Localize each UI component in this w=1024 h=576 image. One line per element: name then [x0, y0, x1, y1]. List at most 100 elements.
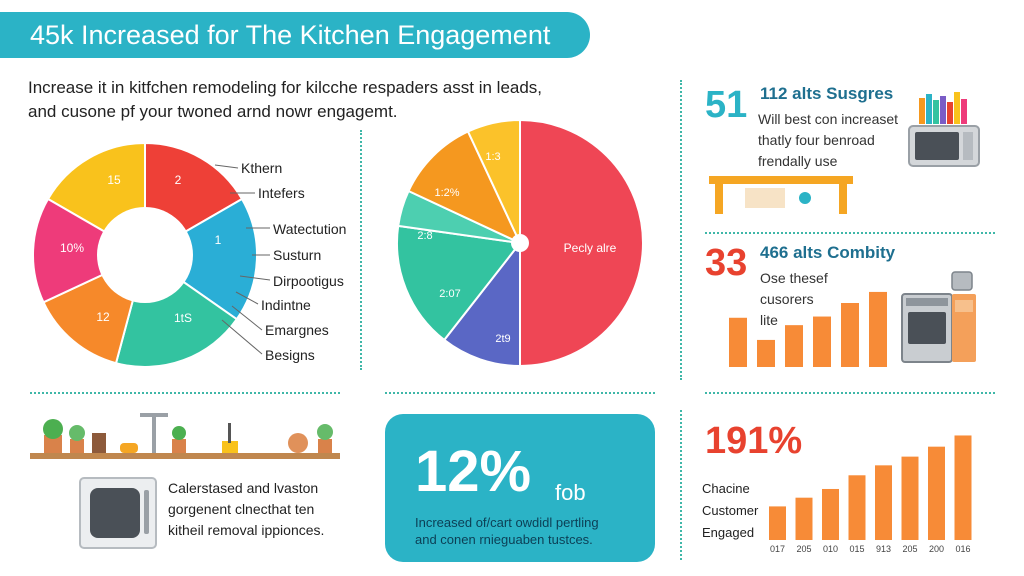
book-6	[954, 92, 960, 124]
faucet-arm	[140, 413, 168, 417]
page-title: 45k Increased for The Kitchen Engagement	[30, 20, 551, 50]
stat-3-desc-line-2: Customer	[702, 503, 759, 518]
stat-2-bar-2	[757, 339, 775, 367]
book-2	[926, 94, 932, 124]
stat-2-bar-5	[841, 303, 859, 367]
stat-3-tick-label-6: 205	[902, 544, 917, 554]
stat-1-desc: Will best con increaset thatly four benr…	[758, 109, 898, 172]
book-4	[940, 96, 946, 124]
divider-vertical-1	[360, 130, 362, 370]
plant-leaves-2	[69, 425, 85, 441]
bowl	[120, 443, 138, 453]
pie-slice-2	[442, 240, 521, 368]
donut-label-4: 1tS	[174, 311, 192, 325]
plant-leaves-4	[317, 424, 333, 440]
stat-3-desc-line-1: Chacine	[702, 481, 750, 496]
intro-line-2: and cusone pf your twoned arnd nowr enga…	[28, 102, 398, 121]
stat-1-title: 112 alts Susgres	[760, 84, 894, 103]
donut-hole	[97, 207, 193, 303]
stat-2-desc: Ose thesef cusorers lite	[760, 268, 828, 331]
pie-center-dot	[511, 234, 529, 252]
divider-vertical-3	[680, 410, 682, 560]
pie-label-3: 2:07	[439, 288, 460, 300]
promo-unit: fob	[555, 480, 586, 505]
legend-item-5: Dirpootigus	[273, 273, 344, 289]
divider-horizontal-3	[705, 392, 995, 394]
stat-3-desc-line-3: Engaged	[702, 525, 755, 540]
shelf-desc-line-1: Calerstased and lvaston	[168, 480, 319, 496]
stat-2-title: 466 alts Combity	[760, 243, 896, 262]
divider-vertical-2	[680, 80, 682, 380]
legend-item-8: Besigns	[265, 347, 315, 363]
microwave-panel	[963, 132, 973, 160]
book-5	[947, 102, 953, 124]
pie-label-2: 2t9	[495, 333, 510, 345]
stove-illustration	[901, 271, 976, 363]
intro-line-1: Increase it in kitfchen remodeling for k…	[28, 78, 543, 97]
stove-panel	[906, 298, 948, 306]
plant-pot-1	[44, 435, 62, 453]
title-banner: 45k Increased for The Kitchen Engagement	[0, 12, 590, 58]
plant-leaves-3	[172, 426, 186, 440]
plant-pot-3	[172, 439, 186, 453]
counter-leg-right	[839, 184, 847, 214]
pie-chart: Pecly alre 2t9 2:07 2:8 1:2% 1:3	[396, 118, 644, 368]
pie-slice-5	[407, 130, 523, 246]
donut-segment-3	[143, 197, 258, 321]
vase	[288, 433, 308, 453]
pie-slice-1	[519, 118, 644, 368]
leader-line-5	[239, 275, 271, 281]
appliance-screen	[90, 488, 140, 538]
microwave-window	[915, 132, 959, 160]
stat-3-tick-label-4: 015	[849, 544, 864, 554]
stat-2-bar-3	[785, 325, 803, 367]
shelf-desc-line-3: kitheil removal ippionces.	[168, 522, 325, 538]
divider-horizontal-1	[30, 392, 340, 394]
pie-label-1: Pecly alre	[564, 241, 617, 255]
stat-1-number: 51	[705, 84, 748, 126]
lamp-base	[222, 441, 238, 453]
stat-3-tick-label-5: 913	[876, 544, 891, 554]
leader-line-1	[214, 164, 239, 169]
counter-leg-left	[715, 184, 723, 214]
lamp-arm	[228, 423, 231, 443]
promo-subtext: Increased of/cart owdidl pertling and co…	[415, 514, 599, 548]
pot	[951, 271, 973, 291]
counter-box	[745, 188, 785, 208]
legend-item-3: Watectution	[273, 221, 347, 237]
shelf-description: Calerstased and lvaston gorgenent clnect…	[168, 478, 324, 541]
oven-window	[908, 312, 946, 344]
stat-3-tick-label-8: 016	[955, 544, 970, 554]
legend-item-2: Intefers	[258, 185, 305, 201]
stat-3-bar-7	[928, 446, 945, 540]
plant-pot-4	[318, 439, 332, 453]
stat-3-tick-label-1: 017	[770, 544, 785, 554]
promo-subtext-line-2: and conen rnieguaben tustces.	[415, 532, 593, 547]
stat-1-desc-line-2: thatly four benroad	[758, 132, 875, 148]
stat-2-bar-chart	[729, 291, 887, 367]
book-3	[933, 100, 939, 124]
shelf-board	[30, 453, 340, 459]
stat-3-bar-5	[875, 465, 892, 540]
stat-3-tick-label-2: 205	[796, 544, 811, 554]
divider-horizontal-4	[705, 232, 995, 234]
leader-line-7	[231, 305, 263, 331]
stat-2-bar-6	[869, 291, 887, 367]
counter-bowl	[799, 192, 811, 204]
pie-slice-6	[466, 118, 521, 244]
leader-line-6	[235, 291, 259, 305]
counter-top	[709, 176, 853, 184]
microwave-illustration	[908, 92, 980, 167]
stat-3-bar-1	[769, 506, 786, 540]
leader-line-8	[221, 319, 263, 355]
side-cabinet-drawer	[955, 300, 973, 312]
stat-3-bar-8	[954, 435, 972, 540]
book-7	[961, 99, 967, 124]
donut-label-6: 10%	[60, 241, 84, 255]
stat-3-desc: Chacine Customer Engaged	[702, 478, 758, 544]
legend-item-4: Susturn	[273, 247, 322, 263]
stat-3-bar-6	[901, 456, 919, 540]
legend-item-6: Indintne	[261, 297, 311, 313]
stat-1-desc-line-1: Will best con increaset	[758, 111, 899, 127]
